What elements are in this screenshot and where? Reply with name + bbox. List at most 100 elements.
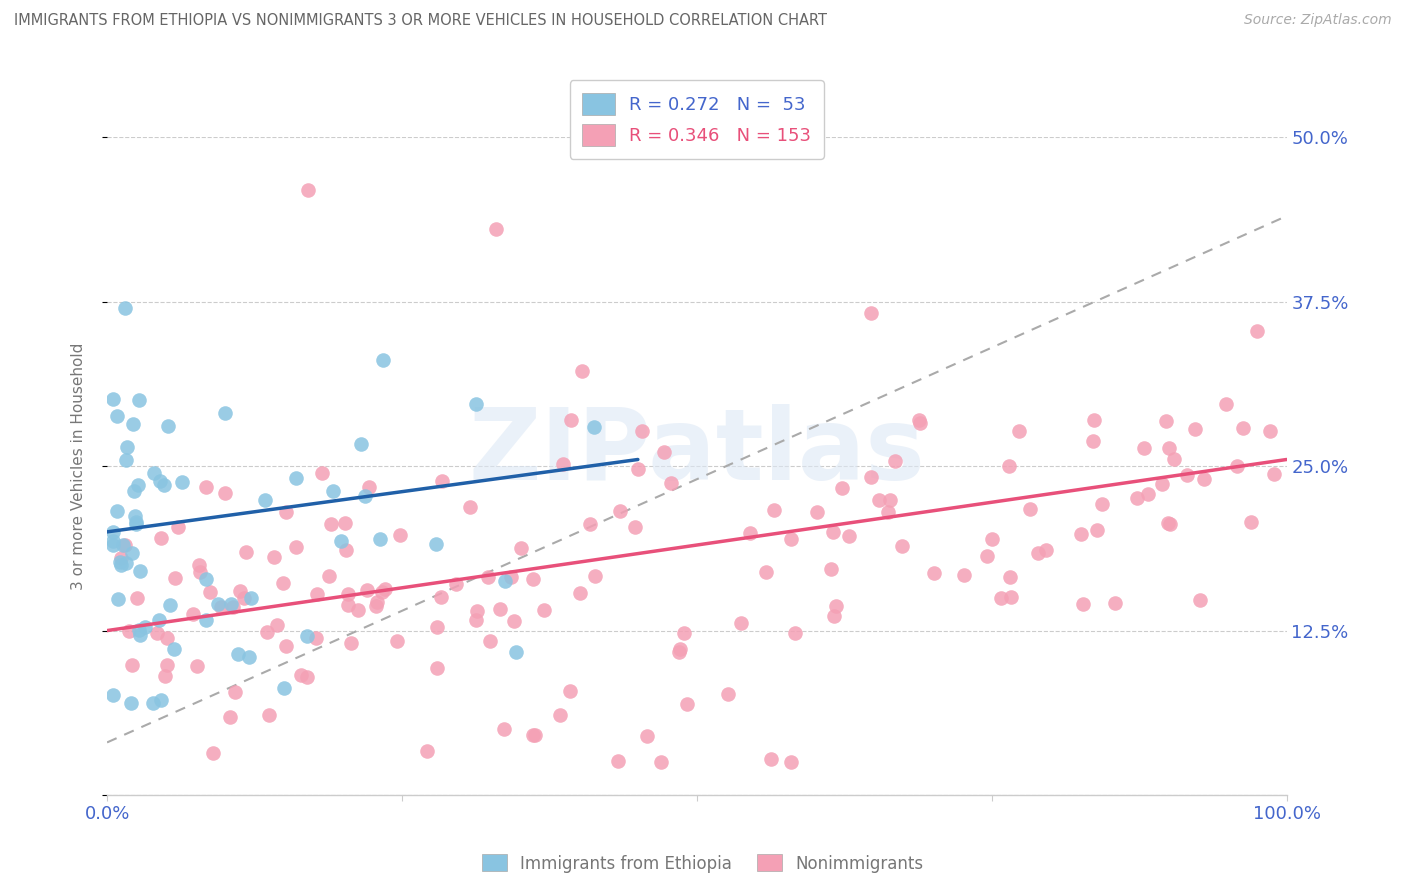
Point: [110, 551, 132, 566]
Point: [219, 597, 242, 611]
Point: [426, 660, 449, 674]
Point: [444, 577, 467, 591]
Point: [111, 538, 134, 552]
Point: [636, 729, 658, 743]
Point: [163, 642, 186, 657]
Point: [825, 599, 848, 614]
Point: [273, 681, 295, 696]
Point: [229, 583, 252, 598]
Point: [879, 493, 901, 508]
Point: [290, 667, 312, 681]
Point: [115, 453, 138, 467]
Point: [274, 505, 297, 519]
Point: [560, 413, 582, 427]
Point: [673, 626, 696, 640]
Point: [1137, 487, 1160, 501]
Point: [124, 509, 146, 524]
Point: [1175, 468, 1198, 483]
Point: [122, 483, 145, 498]
Point: [654, 445, 676, 459]
Point: [101, 688, 124, 702]
Point: [155, 668, 177, 682]
Point: [256, 625, 278, 640]
Point: [730, 615, 752, 630]
Point: [263, 549, 285, 564]
Point: [779, 532, 801, 546]
Point: [579, 517, 602, 532]
Point: [297, 183, 319, 197]
Point: [668, 645, 690, 659]
Point: [806, 505, 828, 519]
Point: [908, 413, 931, 427]
Point: [274, 639, 297, 653]
Point: [148, 613, 170, 627]
Point: [335, 542, 357, 557]
Point: [105, 409, 128, 423]
Point: [214, 486, 236, 500]
Point: [110, 558, 132, 573]
Point: [124, 517, 146, 532]
Point: [492, 722, 515, 736]
Point: [347, 603, 370, 617]
Point: [922, 566, 945, 581]
Text: Source: ZipAtlas.com: Source: ZipAtlas.com: [1244, 13, 1392, 28]
Point: [1188, 593, 1211, 607]
Point: [1000, 569, 1022, 583]
Point: [669, 641, 692, 656]
Point: [550, 707, 572, 722]
Point: [883, 454, 905, 468]
Point: [676, 697, 699, 711]
Point: [1263, 467, 1285, 481]
Point: [569, 586, 592, 600]
Point: [1083, 413, 1105, 427]
Point: [868, 492, 890, 507]
Point: [522, 728, 544, 742]
Point: [1163, 452, 1185, 467]
Point: [201, 746, 224, 760]
Point: [127, 478, 149, 492]
Point: [336, 598, 359, 612]
Point: [820, 562, 842, 576]
Point: [207, 597, 229, 611]
Point: [374, 582, 396, 596]
Point: [371, 584, 394, 599]
Point: [1133, 442, 1156, 456]
Point: [1070, 526, 1092, 541]
Point: [118, 624, 141, 638]
Point: [859, 469, 882, 483]
Point: [890, 539, 912, 553]
Point: [122, 417, 145, 431]
Point: [1085, 523, 1108, 537]
Point: [222, 599, 245, 614]
Point: [240, 591, 263, 605]
Point: [235, 544, 257, 558]
Point: [238, 650, 260, 665]
Point: [1226, 459, 1249, 474]
Point: [142, 696, 165, 710]
Point: [583, 569, 606, 583]
Point: [533, 603, 555, 617]
Point: [307, 587, 329, 601]
Point: [350, 437, 373, 451]
Point: [335, 516, 357, 531]
Point: [650, 755, 672, 769]
Point: [780, 755, 803, 769]
Point: [510, 541, 533, 555]
Point: [194, 480, 217, 494]
Point: [214, 407, 236, 421]
Point: [505, 645, 527, 659]
Point: [430, 474, 453, 488]
Point: [759, 752, 782, 766]
Point: [1240, 515, 1263, 529]
Point: [128, 623, 150, 637]
Point: [121, 546, 143, 560]
Legend: R = 0.272   N =  53, R = 0.346   N = 153: R = 0.272 N = 53, R = 0.346 N = 153: [569, 80, 824, 159]
Point: [156, 418, 179, 433]
Point: [150, 531, 173, 545]
Point: [219, 710, 242, 724]
Point: [121, 657, 143, 672]
Point: [163, 571, 186, 585]
Point: [143, 467, 166, 481]
Point: [297, 629, 319, 643]
Y-axis label: 3 or more Vehicles in Household: 3 or more Vehicles in Household: [72, 343, 86, 590]
